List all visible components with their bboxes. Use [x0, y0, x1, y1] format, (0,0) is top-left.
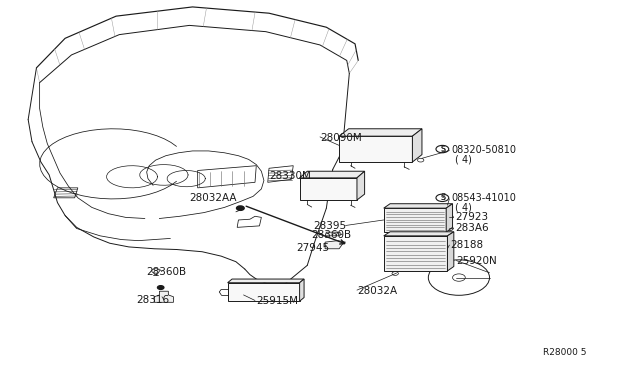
Text: 25920N: 25920N	[456, 256, 497, 266]
Polygon shape	[446, 204, 452, 232]
Polygon shape	[300, 279, 304, 301]
Text: 28188: 28188	[450, 240, 483, 250]
Text: S: S	[440, 145, 445, 154]
Polygon shape	[384, 204, 452, 208]
Circle shape	[388, 260, 393, 263]
Circle shape	[389, 237, 394, 240]
Circle shape	[237, 206, 244, 211]
Circle shape	[157, 286, 164, 289]
Polygon shape	[228, 279, 304, 283]
Text: 25915M: 25915M	[256, 296, 298, 306]
Polygon shape	[154, 291, 173, 302]
Text: 28032A: 28032A	[357, 286, 397, 296]
Text: 28330M: 28330M	[269, 171, 311, 181]
Text: S: S	[440, 146, 445, 152]
Polygon shape	[447, 232, 454, 271]
Text: 28395: 28395	[314, 221, 347, 231]
Polygon shape	[300, 171, 365, 178]
Text: 28032AA: 28032AA	[189, 193, 237, 203]
Polygon shape	[384, 232, 454, 236]
Text: ( 4): ( 4)	[455, 154, 472, 164]
Text: 08543-41010: 08543-41010	[451, 193, 516, 203]
Polygon shape	[384, 236, 447, 271]
Text: S: S	[440, 195, 445, 201]
Polygon shape	[325, 241, 346, 249]
Text: 28360B: 28360B	[147, 267, 187, 277]
Text: 28316: 28316	[136, 295, 170, 305]
Text: 08320-50810: 08320-50810	[451, 145, 516, 155]
Polygon shape	[339, 129, 422, 136]
Polygon shape	[325, 232, 338, 236]
Polygon shape	[339, 136, 412, 162]
Text: S: S	[440, 193, 445, 202]
Polygon shape	[228, 283, 300, 301]
Text: 283A6: 283A6	[455, 224, 489, 234]
Text: 28090M: 28090M	[320, 133, 362, 143]
Text: R28000 5: R28000 5	[543, 349, 586, 357]
Polygon shape	[357, 171, 365, 200]
Text: 28360B: 28360B	[311, 230, 351, 240]
Text: ( 4): ( 4)	[455, 202, 472, 212]
Text: 27923: 27923	[455, 212, 488, 222]
Polygon shape	[412, 129, 422, 162]
Circle shape	[388, 265, 393, 268]
Text: 27945: 27945	[296, 243, 329, 253]
Polygon shape	[300, 178, 357, 200]
Polygon shape	[384, 208, 446, 232]
